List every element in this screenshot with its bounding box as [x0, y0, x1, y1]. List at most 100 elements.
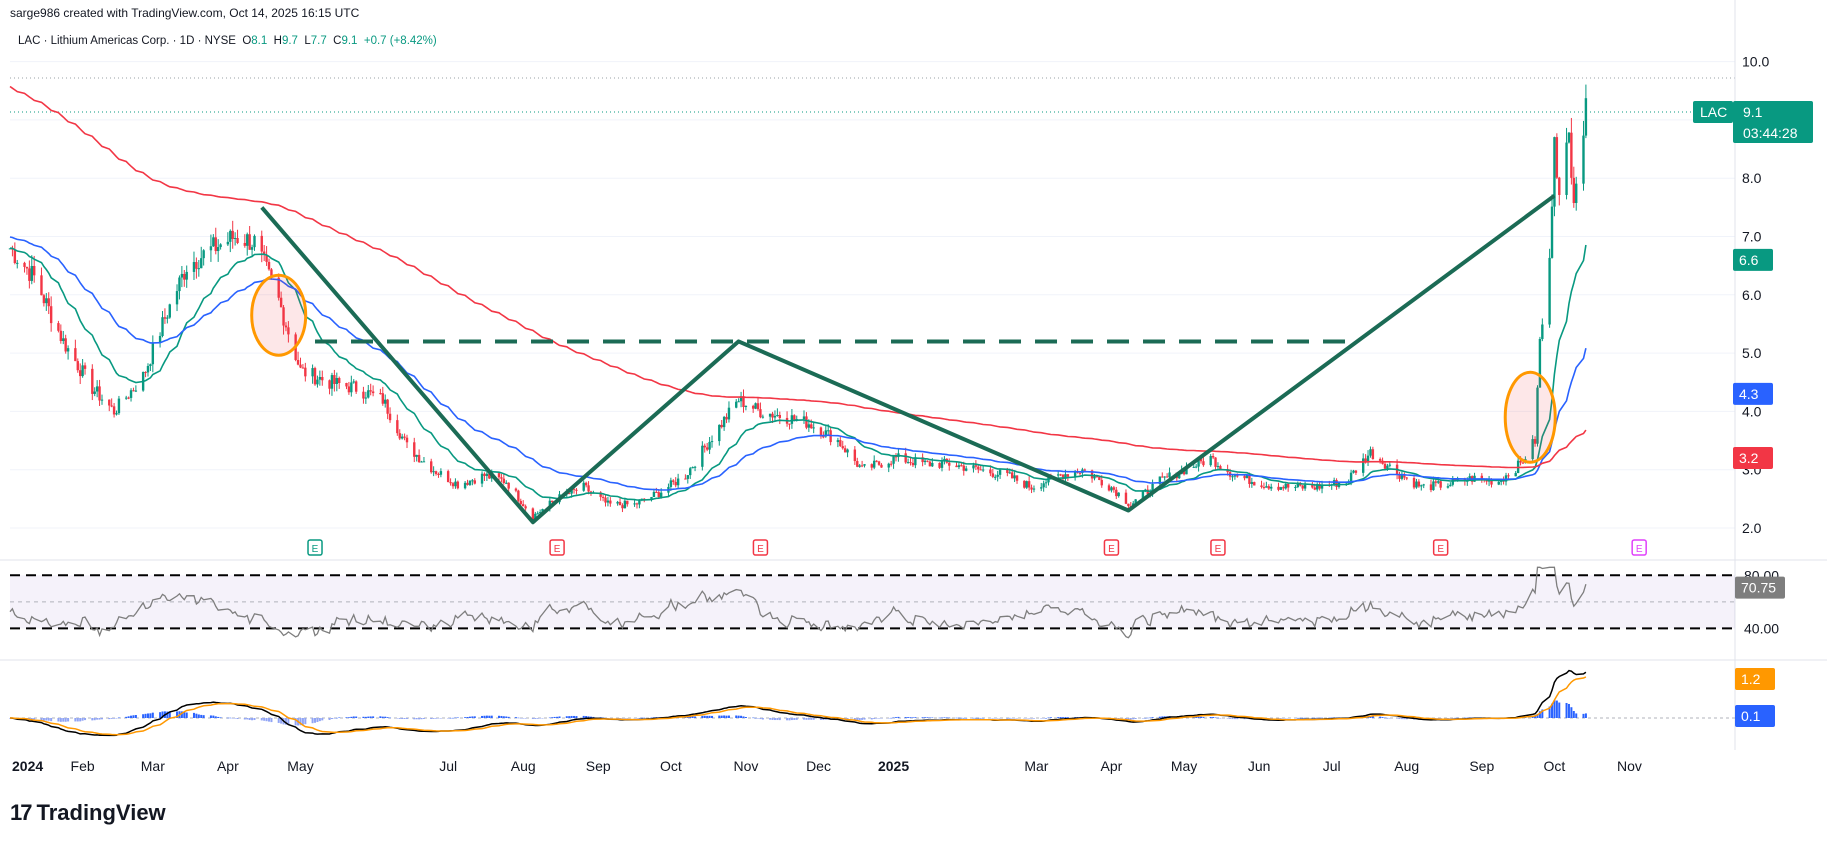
low-value: 7.7 — [310, 35, 327, 47]
candle-body — [364, 397, 368, 399]
candle-body — [202, 250, 205, 259]
candle-body — [584, 482, 588, 486]
candle-body — [279, 297, 283, 308]
macd-hist-bar — [318, 718, 321, 722]
candle-body — [95, 386, 99, 392]
candle-body — [163, 317, 167, 319]
candle-body — [633, 503, 636, 505]
candle-body — [301, 367, 305, 369]
macd-hist-bar — [335, 717, 338, 719]
candle-body — [161, 317, 164, 336]
macd-hist-bar — [517, 717, 520, 719]
macd-hist-bar — [30, 718, 33, 720]
macd-hist-bar — [200, 714, 203, 718]
macd-hist-bar — [945, 717, 948, 718]
macd-hist-bar — [1304, 717, 1307, 719]
macd-hist-bar — [1449, 718, 1452, 719]
candle-body — [754, 403, 757, 409]
candle-body — [1388, 464, 1392, 466]
macd-hist-bar — [708, 715, 711, 718]
macd-hist-bar — [379, 716, 382, 718]
macd-hist-bar — [219, 717, 222, 718]
candle-body — [940, 461, 944, 468]
macd-hist-bar — [1047, 717, 1050, 719]
macd-hist-bar — [819, 718, 822, 720]
macd-hist-bar — [42, 718, 45, 721]
macd-hist-bar — [1299, 717, 1302, 719]
macd-hist-bar — [500, 715, 503, 718]
macd-hist-bar — [1558, 702, 1561, 718]
time-tick-label: Aug — [511, 758, 536, 774]
macd-hist-bar — [430, 718, 433, 719]
close-value: 9.1 — [341, 35, 358, 47]
macd-hist-bar — [1437, 718, 1440, 719]
macd-hist-bar — [502, 716, 505, 718]
candle-body — [1453, 479, 1457, 481]
candle-body — [531, 508, 535, 520]
candle-body — [384, 399, 387, 404]
macd-hist-bar — [333, 718, 336, 719]
rsi-line — [9, 566, 1587, 639]
macd-hist-bar — [626, 718, 629, 719]
tradingview-brand[interactable]: 17 TradingView — [10, 800, 166, 826]
candle-body — [1182, 469, 1186, 475]
candle-body — [243, 242, 247, 246]
macd-hist-bar — [771, 718, 774, 720]
candle-body — [226, 241, 230, 245]
macd-hist-bar — [1032, 718, 1035, 719]
symbol-info-line: LAC · Lithium Americas Corp. · 1D · NYSE… — [18, 35, 437, 47]
earnings-marker-letter: E — [312, 544, 319, 555]
candle-body — [609, 500, 612, 504]
macd-hist-bar — [759, 718, 762, 720]
candle-body — [192, 262, 196, 272]
candle-body — [115, 413, 118, 415]
candle-body — [282, 307, 285, 326]
candle-body — [589, 491, 593, 493]
candle-body — [1199, 458, 1203, 462]
candle-body — [1010, 472, 1014, 479]
macd-hist-bar — [701, 715, 704, 718]
earnings-marker-letter: E — [757, 544, 764, 555]
candle-body — [880, 464, 883, 468]
macd-hist-bar — [853, 718, 856, 720]
macd-hist-bar — [251, 718, 254, 721]
candle-body — [1318, 484, 1321, 489]
macd-hist-bar — [740, 715, 743, 718]
candle-body — [1366, 455, 1370, 463]
macd-hist-bar — [894, 717, 897, 718]
candle-body — [853, 449, 857, 462]
candle-body — [500, 477, 503, 479]
symbol-title: LAC · Lithium Americas Corp. · 1D · NYSE — [18, 35, 236, 47]
macd-hist-bar — [1468, 717, 1471, 718]
candle-body — [316, 379, 319, 385]
macd-hist-bar — [449, 717, 452, 719]
macd-hist-bar — [1236, 718, 1239, 720]
macd-hist-bar — [1013, 718, 1016, 719]
candle-body — [1260, 485, 1263, 487]
ema-slow-line — [9, 85, 1587, 469]
candle-body — [132, 390, 135, 392]
candle-body — [166, 317, 169, 319]
macd-hist-bar — [132, 715, 135, 718]
macd-hist-bar — [214, 716, 217, 718]
candle-body — [1107, 485, 1111, 491]
macd-hist-bar — [384, 716, 387, 718]
macd-hist-bar — [74, 718, 77, 722]
candle-body — [1284, 483, 1287, 489]
macd-hist-bar — [280, 718, 283, 724]
macd-hist-bar — [159, 712, 162, 718]
time-tick-label: 2025 — [878, 758, 909, 774]
candle-body — [892, 456, 895, 464]
candle-body — [1316, 484, 1319, 490]
macd-hist-bar — [718, 715, 721, 718]
time-axis[interactable]: 2024 Feb Mar Apr May Jul Aug Sep Oct Nov Dec 2025 Ma… — [12, 758, 1642, 774]
candle-body — [25, 266, 29, 269]
candle-body — [362, 391, 365, 399]
macd-hist-bar — [212, 715, 215, 718]
candle-body — [979, 469, 982, 471]
macd-hist-bar — [570, 715, 573, 718]
macd-hist-bar — [1388, 718, 1391, 719]
price-tick-label: 8.0 — [1742, 170, 1762, 186]
macd-hist-bar — [277, 718, 280, 723]
